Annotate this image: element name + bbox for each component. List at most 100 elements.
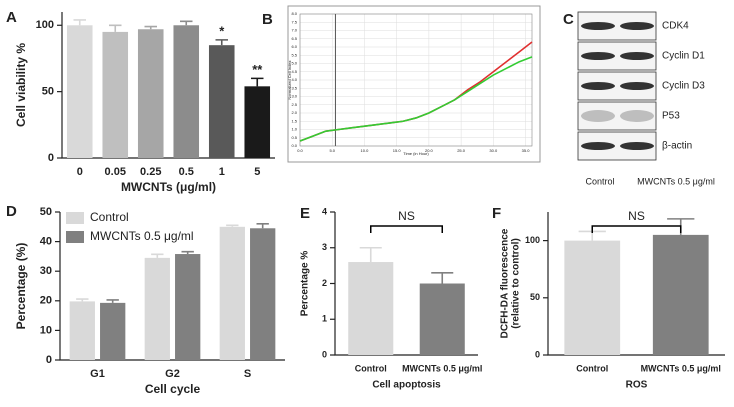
x-tick-label: 0.25 (140, 166, 161, 178)
panel-letter: E (300, 205, 310, 222)
legend-label: Control (90, 210, 129, 224)
error-bar (180, 20, 193, 26)
y-tick-label: 2.5 (291, 102, 297, 107)
x-tick-label: 0 (77, 166, 83, 178)
error-bar (73, 19, 86, 26)
blot-band (620, 82, 654, 90)
band-label: Cyclin D3 (662, 81, 705, 92)
lane-label: Control (585, 176, 614, 186)
x-axis-label: ROS (626, 380, 648, 391)
band-label: CDK4 (662, 21, 689, 32)
x-tick-label: G1 (90, 368, 105, 380)
error-bar (251, 77, 264, 87)
band-label: P53 (662, 111, 680, 122)
significance-bracket (591, 225, 682, 233)
error-bar (431, 271, 454, 284)
y-tick-label: 40 (40, 236, 52, 248)
bar (69, 301, 95, 360)
y-tick-label: 1 (322, 314, 327, 324)
bar (419, 283, 465, 355)
significance-label: NS (398, 209, 415, 223)
bar (137, 29, 164, 158)
blot-band (620, 110, 654, 122)
x-tick-label: 10.0 (361, 148, 370, 153)
x-tick-label: S (244, 368, 251, 380)
blot-band (581, 52, 615, 60)
y-tick-label: 0.0 (291, 143, 297, 148)
blot-band (620, 22, 654, 30)
y-tick-label: 100 (36, 19, 54, 31)
blot-band (620, 142, 654, 150)
x-tick-label: 0.05 (105, 166, 126, 178)
error-bar (144, 25, 157, 30)
x-tick-label: 20.0 (425, 148, 434, 153)
y-axis-label: Percentage (%) (14, 243, 28, 330)
y-tick-label: 100 (525, 235, 540, 245)
x-tick-label: MWCNTs 0.5 μg/ml (402, 363, 482, 373)
x-tick-label: 35.0 (522, 148, 531, 153)
x-tick-label: Control (355, 363, 387, 373)
y-tick-label: 6.5 (291, 36, 297, 41)
y-tick-label: 3 (322, 242, 327, 252)
band-label: β-actin (662, 141, 692, 152)
panel-letter: D (6, 203, 17, 220)
y-axis-label: Percentage % (300, 251, 311, 317)
error-bar (226, 224, 239, 227)
y-tick-label: 50 (530, 292, 540, 302)
y-tick-label: 0 (322, 349, 327, 359)
series-line (299, 56, 533, 142)
x-tick-label: 0.0 (297, 148, 303, 153)
y-tick-label: 5.0 (291, 61, 297, 66)
y-tick-label: 0.5 (291, 135, 297, 140)
blot-band (581, 142, 615, 150)
x-tick-label: 30.0 (489, 148, 498, 153)
error-bar (106, 299, 119, 303)
panel-letter: B (262, 11, 273, 28)
error-bar (181, 250, 194, 255)
error-bar (109, 24, 122, 32)
error-bar (76, 298, 89, 302)
x-tick-label: 1 (219, 166, 225, 178)
bar (100, 302, 126, 360)
blot-band (620, 52, 654, 60)
y-axis-label: DCFH-DA fluorescence (500, 228, 511, 338)
error-bar (256, 223, 269, 229)
y-tick-label: 1.0 (291, 127, 297, 132)
plot-frame (299, 13, 533, 147)
y-tick-label: 4 (322, 206, 327, 216)
error-bar (359, 246, 382, 263)
panel-letter: F (492, 205, 501, 222)
legend-swatch (66, 231, 84, 243)
y-tick-label: 7.0 (291, 28, 297, 33)
y-tick-label: 2 (322, 278, 327, 288)
y-tick-label: 7.5 (291, 19, 297, 24)
panel-frame (287, 5, 541, 163)
significance-label: NS (628, 209, 645, 223)
bar (348, 262, 394, 355)
error-bar (215, 39, 228, 46)
bar (175, 254, 201, 360)
y-tick-label: 3.0 (291, 94, 297, 99)
y-tick-label: 8.0 (291, 11, 297, 16)
x-tick-label: 5.0 (329, 148, 335, 153)
y-axis-label: Cell viability % (14, 43, 28, 127)
blot-band (581, 82, 615, 90)
y-tick-label: 3.5 (291, 85, 297, 90)
y-tick-label: 4.0 (291, 77, 297, 82)
bar (652, 234, 709, 355)
lane-label: MWCNTs 0.5 μg/ml (637, 176, 715, 186)
y-tick-label: 50 (40, 206, 52, 218)
x-axis-label: Time (in Hour) (403, 151, 429, 156)
y-tick-label: 10 (40, 324, 52, 336)
y-tick-label: 50 (42, 86, 54, 98)
y-tick-label: 5.5 (291, 52, 297, 57)
axes (59, 212, 285, 361)
bar (144, 257, 170, 360)
error-bar (151, 253, 164, 258)
bar (102, 31, 129, 159)
significance-bracket (370, 225, 443, 233)
bar (564, 240, 621, 355)
x-tick-label: 0.5 (179, 166, 194, 178)
panel-letter: A (6, 9, 17, 26)
